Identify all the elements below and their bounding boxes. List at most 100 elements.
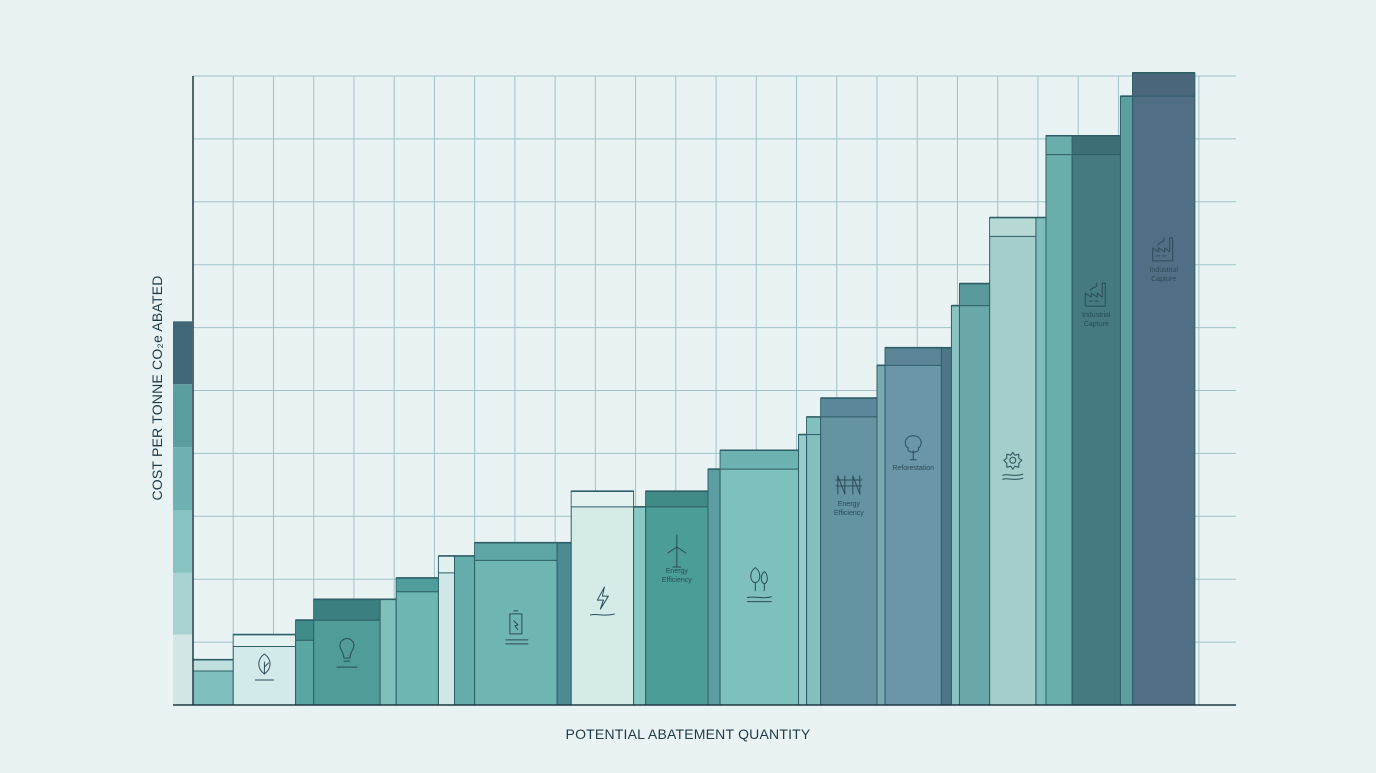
- bar-18: Energy Efficiency: [820, 397, 878, 706]
- bar-label: Reforestation: [892, 465, 934, 472]
- bar-cap: [1046, 136, 1072, 156]
- bar-25: [1035, 216, 1047, 706]
- bar-17: [806, 416, 822, 706]
- bar-cap: [990, 218, 1036, 237]
- bar-2: [232, 633, 297, 706]
- tree-icon: [904, 435, 922, 461]
- scale-segment: [173, 510, 192, 573]
- scale-segment: [173, 634, 192, 705]
- factory-icon: [1084, 282, 1106, 307]
- bar-29: Industrial Capture: [1131, 72, 1196, 706]
- bar-24: [989, 216, 1037, 706]
- axes: [173, 76, 1236, 706]
- bar-4: [313, 598, 381, 706]
- bar-1: [192, 658, 234, 706]
- bars: Energy Efficiency Energy Efficiency Reforest…: [192, 72, 1196, 706]
- bar-body: [395, 577, 439, 706]
- bar-cap: [646, 491, 708, 508]
- bar-cap: [571, 491, 634, 508]
- bar-body: [798, 434, 808, 706]
- bar-body: [1035, 217, 1047, 706]
- bar-cap: [1072, 136, 1120, 156]
- bar-body: [940, 347, 952, 706]
- bar-cap: [396, 578, 438, 593]
- bar-label: Energy Efficiency: [662, 568, 692, 584]
- bar-cap: [438, 556, 455, 574]
- bar-12: [633, 506, 647, 706]
- bar-cap: [193, 660, 233, 672]
- bar-28: [1119, 95, 1133, 706]
- bar-body: [806, 416, 822, 706]
- power-lines-icon: [835, 475, 863, 495]
- bar-15: [719, 449, 800, 706]
- bar-5: [379, 598, 397, 706]
- bar-cap: [720, 450, 799, 470]
- bar-label: Energy Efficiency: [834, 501, 864, 517]
- bar-body: [958, 283, 991, 706]
- bar-16: [798, 433, 808, 706]
- gear-water-icon: [1002, 451, 1024, 480]
- bar-cap: [314, 599, 380, 621]
- bar-body: [820, 397, 878, 706]
- bar-body: [454, 555, 476, 706]
- bar-23: [958, 282, 991, 706]
- y-axis-label: COST PER TONNE CO₂e ABATED: [149, 275, 165, 501]
- bar-cap: [1132, 73, 1195, 97]
- bar-13: Energy Efficiency: [645, 490, 709, 706]
- scale-segment: [173, 572, 192, 635]
- scale-segment: [173, 321, 192, 385]
- bar-10: [556, 541, 572, 706]
- bar-cap: [475, 543, 557, 561]
- bar-8: [454, 555, 476, 706]
- x-axis-label: POTENTIAL ABATEMENT QUANTITY: [565, 726, 811, 742]
- bar-body: [437, 555, 456, 706]
- bar-body: [1131, 72, 1196, 706]
- left-color-scale: [173, 321, 192, 705]
- lightbulb-icon: [336, 638, 358, 668]
- bar-cap: [885, 348, 941, 366]
- bar-7: [437, 555, 456, 706]
- bar-26: [1045, 134, 1073, 706]
- bar-cap: [233, 635, 296, 648]
- bar-body: [633, 506, 647, 706]
- bar-11: [570, 490, 635, 706]
- scale-segment: [173, 447, 192, 511]
- bar-27: Industrial Capture: [1071, 134, 1121, 706]
- bar-body: [1071, 135, 1121, 706]
- bar-21: [940, 346, 952, 706]
- bar-20: Reforestation: [884, 346, 942, 706]
- bar-body: [379, 598, 397, 706]
- bar-body: [1119, 95, 1133, 706]
- bar-body: [570, 490, 635, 706]
- battery-icon: [505, 610, 529, 645]
- bar-cap: [807, 417, 821, 436]
- scale-segment: [173, 384, 192, 448]
- bar-label: Industrial Capture: [1082, 312, 1111, 328]
- wind-turbine-icon: [667, 534, 687, 568]
- lightning-icon: [589, 586, 615, 616]
- bar-cap: [959, 284, 990, 307]
- bar-19: [876, 364, 886, 706]
- bar-3: [295, 619, 315, 706]
- bar-9: [474, 541, 558, 706]
- bar-body: [707, 468, 721, 706]
- bar-body: [989, 217, 1037, 706]
- bar-body: [950, 305, 960, 706]
- bar-body: [876, 364, 886, 706]
- bar-6: [395, 577, 439, 706]
- leaf-icon: [254, 653, 274, 681]
- bar-body: [645, 490, 709, 706]
- bar-14: [707, 468, 721, 706]
- bar-cap: [821, 398, 877, 418]
- bar-body: [474, 542, 558, 706]
- bar-label: Industrial Capture: [1149, 267, 1178, 283]
- bar-cap: [296, 620, 314, 641]
- bar-body: [1045, 135, 1073, 706]
- bar-body: [884, 347, 942, 706]
- trees-icon: [746, 567, 772, 603]
- bar-body: [556, 542, 572, 706]
- bar-22: [950, 304, 960, 706]
- factory-icon: [1152, 237, 1174, 262]
